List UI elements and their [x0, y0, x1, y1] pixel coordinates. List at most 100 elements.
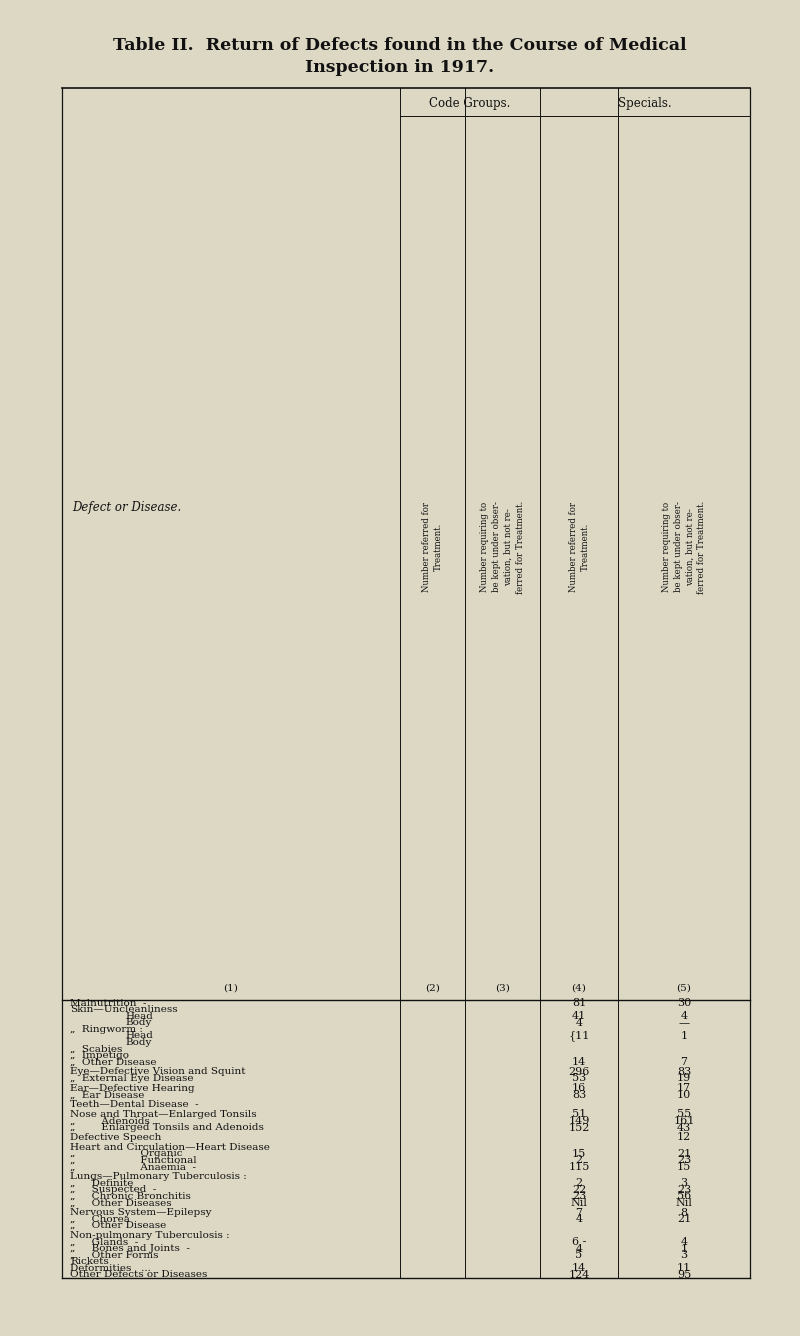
Text: 41: 41: [572, 1011, 586, 1021]
Text: 296: 296: [568, 1067, 590, 1077]
Text: 4: 4: [575, 1244, 582, 1253]
Text: Number requiring to
be kept under obser-
vation, but not re-
ferred for Treatmen: Number requiring to be kept under obser-…: [662, 501, 706, 593]
Text: „  Other Disease: „ Other Disease: [70, 1058, 157, 1066]
Text: Rickets: Rickets: [70, 1257, 109, 1267]
Text: Other Defects or Diseases: Other Defects or Diseases: [70, 1271, 207, 1280]
Text: 6 -: 6 -: [572, 1237, 586, 1246]
Text: „  Ear Disease: „ Ear Disease: [70, 1090, 144, 1100]
Text: 10: 10: [677, 1090, 691, 1100]
Text: Defect or Disease.: Defect or Disease.: [72, 501, 182, 513]
Text: 3: 3: [681, 1250, 687, 1260]
Text: {11: {11: [568, 1030, 590, 1041]
Text: 12: 12: [677, 1133, 691, 1142]
Text: Nil: Nil: [570, 1198, 587, 1208]
Text: Non-pulmonary Tuberculosis :: Non-pulmonary Tuberculosis :: [70, 1230, 230, 1240]
Text: 149: 149: [568, 1116, 590, 1126]
Text: 95: 95: [677, 1269, 691, 1280]
Text: Nervous System—Epilepsy: Nervous System—Epilepsy: [70, 1208, 211, 1217]
Text: Table II.  Return of Defects found in the Course of Medical: Table II. Return of Defects found in the…: [113, 37, 687, 55]
Text: 83: 83: [572, 1090, 586, 1100]
Text: 14: 14: [572, 1264, 586, 1273]
Text: 23: 23: [572, 1192, 586, 1201]
Text: Specials.: Specials.: [618, 98, 672, 111]
Text: 161: 161: [674, 1116, 694, 1126]
Text: Head: Head: [125, 1031, 153, 1041]
Text: 23: 23: [677, 1185, 691, 1194]
Text: „        Enlarged Tonsils and Adenoids: „ Enlarged Tonsils and Adenoids: [70, 1124, 264, 1132]
Text: Lungs—Pulmonary Tuberculosis :: Lungs—Pulmonary Tuberculosis :: [70, 1172, 246, 1181]
Text: „                    Anaemia  -: „ Anaemia -: [70, 1162, 196, 1172]
Text: —: —: [678, 1018, 690, 1027]
Text: 19: 19: [677, 1074, 691, 1083]
Text: Teeth—Dental Disease  -: Teeth—Dental Disease -: [70, 1100, 198, 1109]
Text: 43: 43: [677, 1122, 691, 1133]
Text: 51: 51: [572, 1109, 586, 1120]
Text: 14: 14: [572, 1057, 586, 1067]
Text: 15: 15: [572, 1149, 586, 1158]
Text: (5): (5): [677, 983, 691, 993]
Text: „        Adenoids: „ Adenoids: [70, 1117, 150, 1125]
Text: 4: 4: [575, 1214, 582, 1224]
Text: Head: Head: [125, 1011, 153, 1021]
Text: „     Glands  -: „ Glands -: [70, 1237, 138, 1246]
Text: Number requiring to
be kept under obser-
vation, but not re-
ferred for Treatmen: Number requiring to be kept under obser-…: [480, 501, 525, 593]
Text: 22: 22: [572, 1185, 586, 1194]
Text: 15: 15: [677, 1162, 691, 1172]
Text: „     Bones and Joints  -: „ Bones and Joints -: [70, 1244, 190, 1253]
Text: 16: 16: [572, 1083, 586, 1093]
Text: „     Definite: „ Definite: [70, 1178, 134, 1188]
Text: 83: 83: [677, 1067, 691, 1077]
Text: 7: 7: [681, 1057, 687, 1067]
Text: Nil: Nil: [675, 1198, 693, 1208]
Text: 3: 3: [681, 1178, 687, 1188]
Text: (4): (4): [571, 983, 586, 993]
Text: Number referred for
Treatment.: Number referred for Treatment.: [569, 502, 590, 592]
Text: 115: 115: [568, 1162, 590, 1172]
Text: „  Scabies: „ Scabies: [70, 1045, 122, 1054]
Text: „     Chronic Bronchitis: „ Chronic Bronchitis: [70, 1192, 191, 1201]
Text: Malnutrition  -: Malnutrition -: [70, 999, 146, 1007]
Text: „     Suspected  -: „ Suspected -: [70, 1185, 156, 1194]
Text: Skin—Uncleanliness: Skin—Uncleanliness: [70, 1005, 178, 1014]
Text: 8: 8: [681, 1208, 687, 1217]
Text: Eye—Defective Vision and Squint: Eye—Defective Vision and Squint: [70, 1067, 246, 1077]
Text: Number referred for
Treatment.: Number referred for Treatment.: [422, 502, 443, 592]
Text: 23: 23: [677, 1156, 691, 1165]
Text: Ear—Defective Hearing: Ear—Defective Hearing: [70, 1083, 194, 1093]
Text: Body: Body: [125, 1018, 151, 1027]
Text: 152: 152: [568, 1122, 590, 1133]
Text: 4: 4: [681, 1011, 687, 1021]
Text: Nose and Throat—Enlarged Tonsils: Nose and Throat—Enlarged Tonsils: [70, 1110, 257, 1120]
Text: 30: 30: [677, 998, 691, 1009]
Text: „     Other Forms: „ Other Forms: [70, 1250, 158, 1260]
Text: Heart and Circulation—Heart Disease: Heart and Circulation—Heart Disease: [70, 1142, 270, 1152]
Text: „     Chorea: „ Chorea: [70, 1214, 130, 1224]
Text: „     Other Diseases: „ Other Diseases: [70, 1198, 172, 1208]
Text: Deformities   ...: Deformities ...: [70, 1264, 151, 1273]
Text: 17: 17: [677, 1083, 691, 1093]
Text: 81: 81: [572, 998, 586, 1009]
Text: 1: 1: [681, 1031, 687, 1041]
Text: 21: 21: [677, 1214, 691, 1224]
Text: Inspection in 1917.: Inspection in 1917.: [306, 60, 494, 76]
Text: 56: 56: [677, 1192, 691, 1201]
Text: 55: 55: [677, 1109, 691, 1120]
Text: 2: 2: [575, 1156, 582, 1165]
Text: „  Impetigo: „ Impetigo: [70, 1051, 129, 1059]
Text: Code Groups.: Code Groups.: [430, 98, 510, 111]
Text: 7: 7: [575, 1208, 582, 1217]
Text: (2): (2): [425, 983, 440, 993]
Text: (1): (1): [223, 983, 238, 993]
Text: 2: 2: [575, 1178, 582, 1188]
Text: 21: 21: [677, 1149, 691, 1158]
Text: (3): (3): [495, 983, 510, 993]
Text: „  Ringworm :: „ Ringworm :: [70, 1025, 143, 1034]
Text: „     Other Disease: „ Other Disease: [70, 1221, 166, 1230]
Text: 4: 4: [575, 1018, 582, 1027]
Text: „                    Organic: „ Organic: [70, 1149, 182, 1158]
Text: 124: 124: [568, 1269, 590, 1280]
Text: 53: 53: [572, 1074, 586, 1083]
Text: Defective Speech: Defective Speech: [70, 1133, 162, 1142]
Text: Body: Body: [125, 1038, 151, 1047]
Text: 4: 4: [681, 1237, 687, 1246]
